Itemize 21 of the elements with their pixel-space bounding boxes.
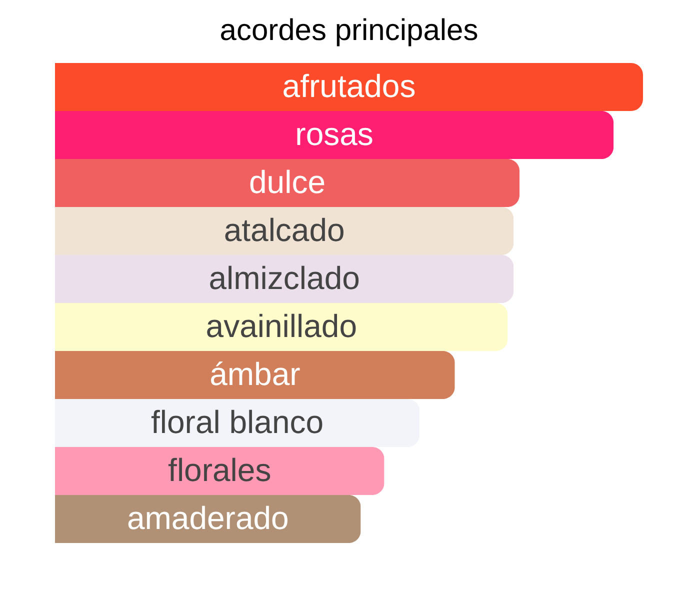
y-tick-label: dulce	[249, 164, 326, 200]
y-tick-label: floral blanco	[151, 404, 324, 440]
bar	[55, 63, 643, 111]
chart-title: acordes principales	[220, 14, 478, 47]
bar	[55, 303, 508, 351]
y-tick-label: ámbar	[210, 356, 301, 392]
y-tick-label: rosas	[295, 116, 374, 152]
bar	[55, 399, 420, 447]
bar	[55, 351, 455, 399]
bar	[55, 111, 614, 159]
bar	[55, 159, 520, 207]
bar	[55, 255, 514, 303]
bar	[55, 495, 361, 543]
y-tick-label: afrutados	[282, 68, 416, 104]
y-tick-label: florales	[168, 452, 272, 488]
y-tick-label: atalcado	[224, 212, 345, 248]
y-tick-label: avainillado	[206, 308, 357, 344]
bar	[55, 207, 514, 255]
bar	[55, 447, 384, 495]
y-tick-label: amaderado	[126, 500, 289, 536]
y-tick-label: almizclado	[208, 260, 360, 296]
